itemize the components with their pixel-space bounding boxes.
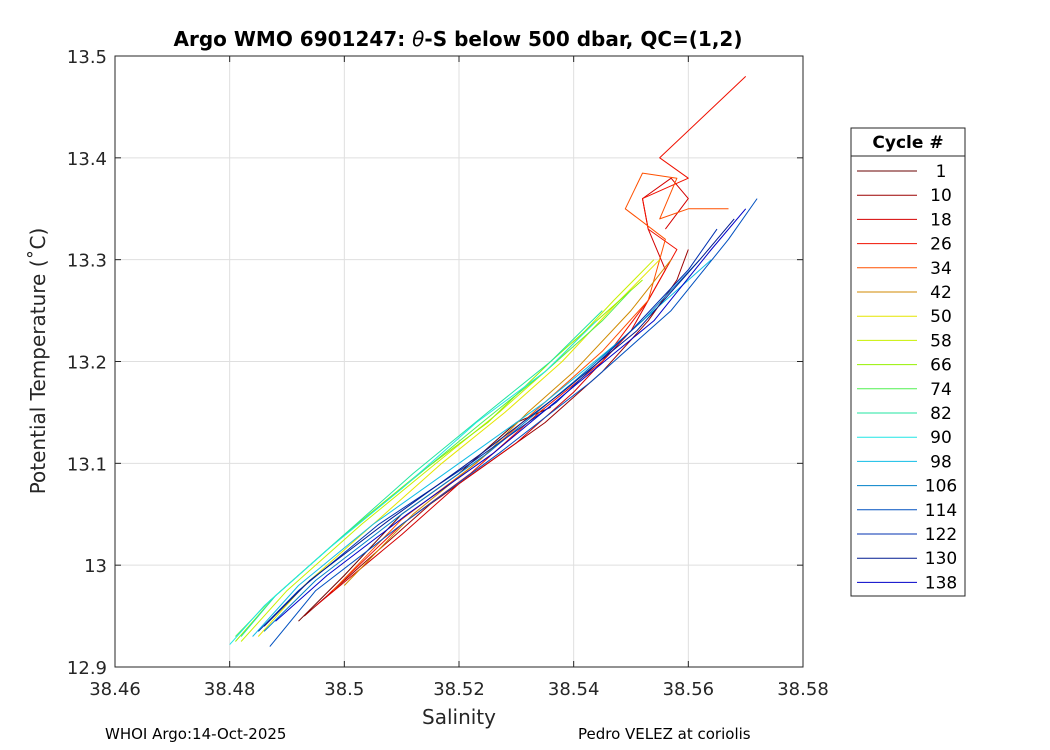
footer-source: WHOI Argo:14-Oct-2025 bbox=[105, 725, 287, 743]
y-axis-label: Potential Temperature (˚C) bbox=[26, 228, 50, 495]
series-line-cycle-114 bbox=[269, 198, 758, 647]
title-suffix: -S below 500 dbar, QC=(1,2) bbox=[424, 27, 742, 51]
legend-entries: 1 10 18 26 34 42 50 58 66 74 82 90 98 106 114 122 130 138 bbox=[857, 162, 957, 593]
legend-label-98: 98 bbox=[930, 452, 952, 472]
x-tick-label: 38.54 bbox=[548, 679, 600, 700]
y-tick-label: 13.1 bbox=[67, 454, 107, 475]
legend-label-26: 26 bbox=[930, 235, 952, 255]
series-line-cycle-90 bbox=[229, 320, 597, 645]
footer-credit: Pedro VELEZ at coriolis bbox=[578, 725, 751, 743]
series-line-cycle-82 bbox=[240, 310, 603, 637]
y-tick-label: 13.2 bbox=[67, 353, 107, 374]
legend-box bbox=[850, 127, 966, 597]
legend-label-82: 82 bbox=[930, 404, 952, 424]
legend-label-106: 106 bbox=[925, 477, 957, 497]
legend-label-122: 122 bbox=[925, 525, 957, 545]
legend: Cycle # 11018263442505866748290981061141… bbox=[850, 127, 966, 597]
y-tick-label: 12.9 bbox=[67, 658, 107, 679]
legend-label-50: 50 bbox=[930, 307, 952, 327]
series-line-cycle-122 bbox=[257, 228, 718, 632]
grid-lines bbox=[114, 55, 804, 668]
legend-label-10: 10 bbox=[930, 186, 952, 206]
x-axis-label: Salinity bbox=[422, 705, 496, 729]
series-line-cycle-138 bbox=[275, 208, 747, 622]
series-line-cycle-130 bbox=[263, 218, 735, 627]
series-line-cycle-26 bbox=[326, 76, 747, 597]
series-line-cycle-50 bbox=[257, 259, 661, 637]
series-line-cycle-98 bbox=[252, 259, 712, 637]
series-line-cycle-42 bbox=[343, 259, 672, 586]
series-lines bbox=[229, 76, 758, 647]
legend-label-74: 74 bbox=[930, 380, 952, 400]
chart-title: Argo WMO 6901247: θ-S below 500 dbar, QC… bbox=[174, 27, 743, 51]
y-tick-label: 13.5 bbox=[67, 47, 107, 68]
legend-label-130: 130 bbox=[925, 549, 957, 569]
title-prefix: Argo WMO 6901247: bbox=[174, 27, 413, 51]
x-tick-label: 38.56 bbox=[663, 679, 715, 700]
x-tick-label: 38.48 bbox=[204, 679, 256, 700]
y-tick-label: 13.3 bbox=[67, 251, 107, 272]
legend-label-138: 138 bbox=[925, 573, 957, 593]
x-tick-label: 38.52 bbox=[433, 679, 485, 700]
legend-title: Cycle # bbox=[872, 133, 943, 153]
legend-label-18: 18 bbox=[930, 210, 952, 230]
x-tick-label: 38.46 bbox=[89, 679, 141, 700]
y-tick-label: 13 bbox=[84, 556, 107, 577]
legend-label-90: 90 bbox=[930, 428, 952, 448]
legend-label-34: 34 bbox=[930, 259, 952, 279]
y-tick-label: 13.4 bbox=[67, 149, 107, 170]
axis-ticks: 38.46 38.48 38.5 38.52 38.54 38.56 38.58 12.9 13… bbox=[67, 47, 829, 700]
legend-label-114: 114 bbox=[925, 501, 957, 521]
series-line-cycle-106 bbox=[263, 259, 701, 632]
title-theta: θ bbox=[412, 27, 424, 51]
x-tick-label: 38.5 bbox=[324, 679, 364, 700]
legend-label-1: 1 bbox=[936, 162, 947, 182]
legend-label-66: 66 bbox=[930, 356, 952, 376]
legend-label-58: 58 bbox=[930, 331, 952, 351]
x-tick-label: 38.58 bbox=[777, 679, 829, 700]
legend-label-42: 42 bbox=[930, 283, 952, 303]
